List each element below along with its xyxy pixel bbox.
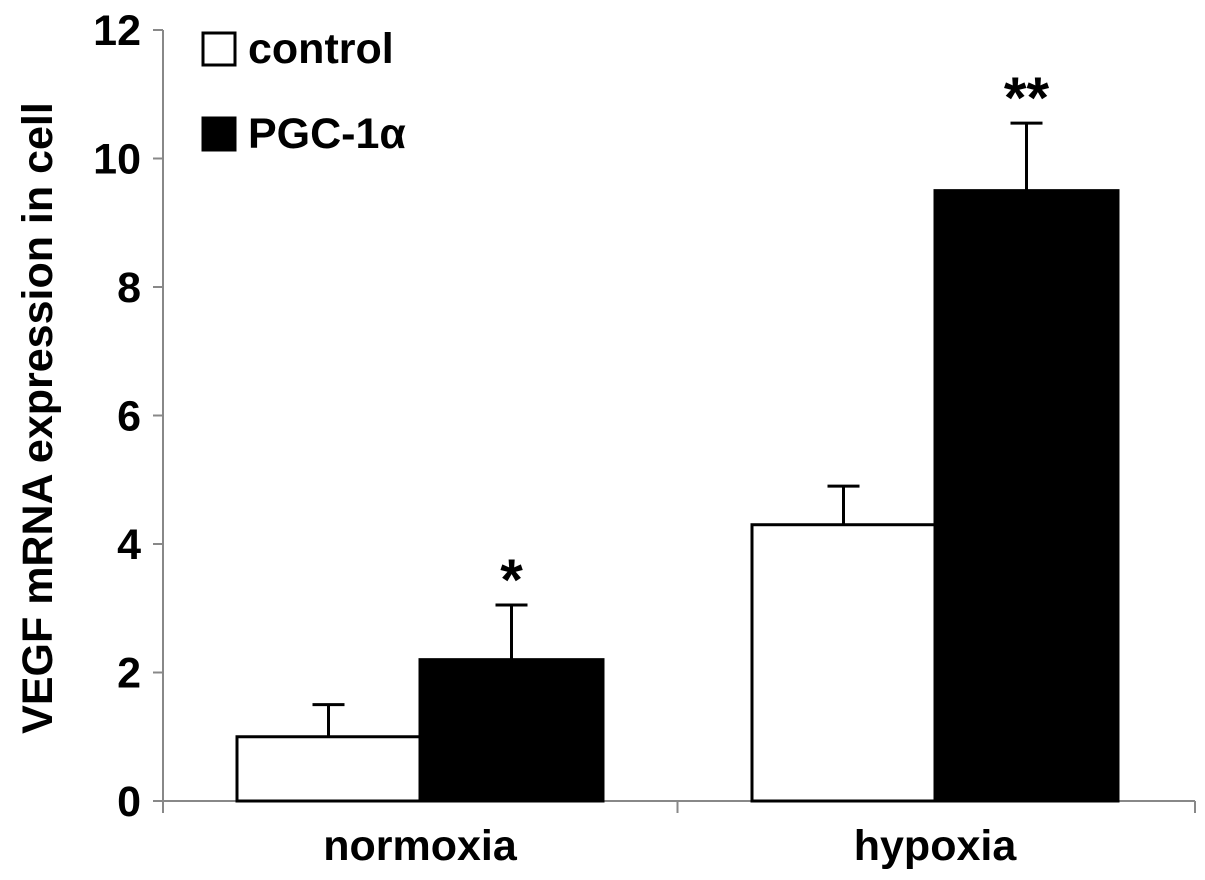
significance-annotations: *** (500, 66, 1049, 613)
error-bar-group (312, 121, 1043, 737)
bar (933, 189, 1120, 803)
legend: control PGC-1α (201, 25, 406, 158)
bar (235, 735, 422, 803)
significance-marker: * (500, 548, 523, 613)
x-tick-group: normoxia hypoxia (162, 801, 1196, 870)
y-axis-label: VEGF mRNA expression in cell (14, 102, 62, 734)
legend-label: PGC-1α (248, 110, 406, 158)
y-tick-label: 4 (117, 521, 141, 569)
significance-marker: ** (1004, 66, 1050, 131)
x-tick-label: normoxia (323, 822, 518, 870)
y-axis: 0 2 4 6 8 10 12 (93, 7, 164, 826)
legend-swatch (201, 116, 237, 152)
legend-swatch (201, 31, 237, 67)
y-tick-label: 10 (93, 136, 141, 184)
y-tick-label: 8 (117, 264, 141, 312)
y-tick-label: 6 (117, 393, 141, 441)
y-tick-label: 2 (117, 650, 141, 698)
x-axis: normoxia hypoxia (162, 800, 1196, 870)
x-tick-label: hypoxia (854, 822, 1018, 870)
y-tick-label: 12 (93, 7, 141, 55)
y-tick-label: 0 (117, 778, 141, 826)
bar (418, 658, 605, 803)
bar (750, 523, 937, 803)
y-tick-group: 0 2 4 6 8 10 12 (93, 7, 163, 826)
legend-label: control (248, 25, 394, 73)
bar-group (235, 189, 1120, 803)
